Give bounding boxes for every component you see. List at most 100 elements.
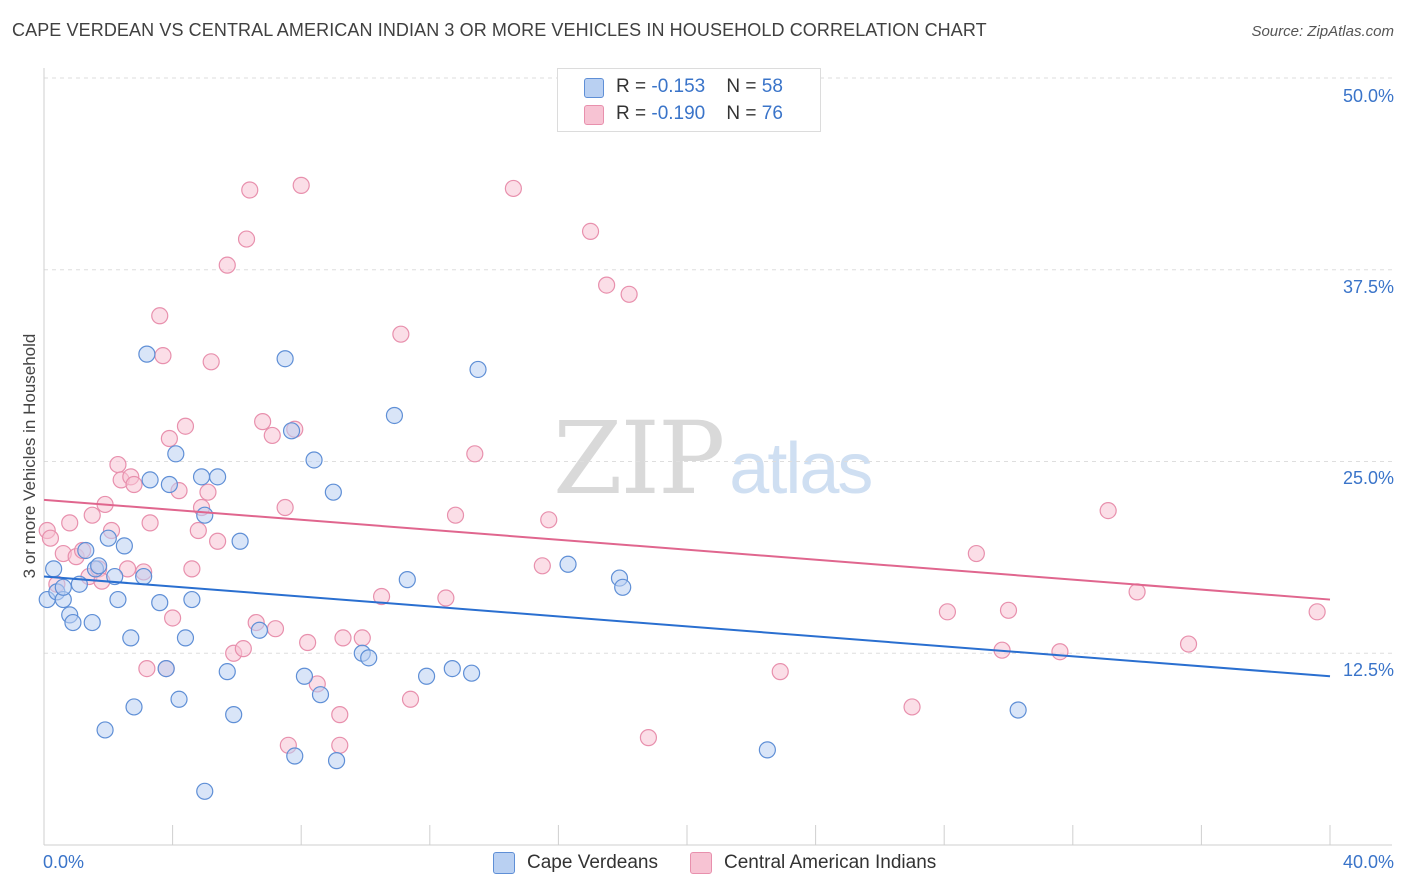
legend-swatch-central-american-indians bbox=[690, 852, 712, 874]
data-point-cape-verdean bbox=[99, 529, 117, 547]
data-point-central-american-indian bbox=[372, 587, 391, 606]
data-point-cape-verdean bbox=[192, 468, 211, 486]
y-tick-label-50: 50.0% bbox=[1342, 86, 1394, 106]
data-point-central-american-indian bbox=[437, 589, 455, 607]
data-point-cape-verdean bbox=[398, 571, 416, 589]
data-point-cape-verdean bbox=[109, 590, 127, 609]
data-point-cape-verdean bbox=[160, 475, 178, 494]
data-point-cape-verdean bbox=[758, 741, 776, 759]
trend-line-cape-verdeans bbox=[43, 575, 1331, 678]
y-tick-label-12-5: 12.5% bbox=[1342, 660, 1394, 680]
data-point-central-american-indian bbox=[1308, 603, 1326, 621]
data-point-cape-verdean bbox=[218, 663, 236, 681]
data-point-central-american-indian bbox=[1051, 643, 1069, 661]
data-point-central-american-indian bbox=[620, 285, 638, 303]
data-point-cape-verdean bbox=[311, 686, 330, 704]
data-point-cape-verdean bbox=[45, 560, 63, 578]
data-point-cape-verdean bbox=[462, 664, 481, 682]
data-point-cape-verdean bbox=[170, 690, 188, 708]
data-point-cape-verdean bbox=[225, 706, 243, 724]
legend-swatch-pink bbox=[584, 105, 604, 125]
y-tick-label-37-5: 37.5% bbox=[1342, 277, 1394, 297]
data-point-central-american-indian bbox=[160, 429, 178, 448]
data-point-central-american-indian bbox=[292, 176, 310, 194]
data-point-cape-verdean bbox=[324, 483, 342, 501]
data-point-cape-verdean bbox=[209, 468, 227, 486]
legend-swatch-blue bbox=[584, 78, 604, 98]
x-tick-label-max: 40.0% bbox=[1342, 852, 1394, 872]
data-point-central-american-indian bbox=[109, 455, 127, 474]
data-point-central-american-indian bbox=[141, 514, 159, 532]
data-point-cape-verdean bbox=[183, 590, 201, 609]
data-point-central-american-indian bbox=[299, 633, 317, 652]
data-point-central-american-indian bbox=[1128, 583, 1146, 601]
legend-n-value: 76 bbox=[761, 103, 783, 124]
data-point-central-american-indian bbox=[218, 256, 236, 274]
data-point-central-american-indian bbox=[234, 640, 252, 658]
data-point-cape-verdean bbox=[196, 782, 214, 800]
data-point-cape-verdean bbox=[138, 345, 156, 363]
data-point-central-american-indian bbox=[276, 498, 294, 517]
stats-legend: R = -0.153 N = 58 R = -0.190 N = 76 bbox=[557, 68, 821, 132]
data-point-central-american-indian bbox=[189, 521, 207, 540]
legend-label-cape-verdeans: Cape Verdeans bbox=[527, 852, 658, 873]
data-point-cape-verdean bbox=[282, 422, 301, 440]
data-point-cape-verdean bbox=[96, 721, 114, 739]
legend-item-central-american-indians[interactable]: Central American Indians bbox=[690, 852, 936, 874]
data-point-central-american-indian bbox=[41, 529, 60, 547]
watermark-atlas: atlas bbox=[729, 429, 873, 509]
data-point-central-american-indian bbox=[202, 353, 220, 371]
data-point-cape-verdean bbox=[64, 613, 82, 632]
data-point-central-american-indian bbox=[504, 179, 522, 198]
data-point-cape-verdean bbox=[443, 659, 461, 678]
data-point-cape-verdean bbox=[135, 567, 153, 586]
data-point-central-american-indian bbox=[263, 426, 281, 445]
data-point-central-american-indian bbox=[241, 181, 259, 199]
legend-swatch-cape-verdeans bbox=[493, 852, 515, 874]
data-point-cape-verdean bbox=[54, 578, 72, 596]
data-point-central-american-indian bbox=[771, 663, 789, 681]
data-point-cape-verdean bbox=[83, 613, 101, 632]
data-point-cape-verdean bbox=[151, 594, 169, 612]
legend-n-label: N = bbox=[726, 76, 762, 97]
legend-label-central-american-indians: Central American Indians bbox=[724, 852, 937, 873]
data-point-central-american-indian bbox=[967, 544, 985, 563]
legend-r-value: -0.190 bbox=[651, 103, 706, 124]
data-point-central-american-indian bbox=[118, 560, 137, 578]
data-point-central-american-indian bbox=[254, 413, 272, 431]
legend-item-cape-verdeans[interactable]: Cape Verdeans bbox=[493, 852, 658, 874]
data-point-central-american-indian bbox=[938, 603, 957, 621]
data-point-central-american-indian bbox=[540, 511, 558, 529]
data-point-central-american-indian bbox=[164, 609, 182, 627]
legend-r-label: R = bbox=[616, 103, 652, 124]
data-point-central-american-indian bbox=[151, 307, 169, 325]
legend-row-pink: R = -0.190 N = 76 bbox=[616, 101, 783, 127]
data-point-cape-verdean bbox=[167, 445, 185, 463]
data-point-cape-verdean bbox=[157, 659, 175, 678]
data-point-central-american-indian bbox=[639, 729, 658, 747]
data-point-cape-verdean bbox=[276, 350, 294, 368]
data-point-central-american-indian bbox=[138, 659, 156, 678]
series-legend: Cape Verdeans Central American Indians bbox=[0, 852, 1406, 878]
legend-row-blue: R = -0.153 N = 58 bbox=[616, 74, 783, 100]
data-point-central-american-indian bbox=[176, 417, 195, 435]
watermark-zip: ZIP bbox=[553, 400, 725, 517]
data-point-central-american-indian bbox=[334, 629, 352, 647]
data-point-central-american-indian bbox=[401, 690, 420, 708]
data-point-cape-verdean bbox=[295, 667, 314, 685]
data-point-central-american-indian bbox=[209, 532, 227, 550]
data-point-central-american-indian bbox=[125, 475, 143, 494]
data-point-central-american-indian bbox=[61, 514, 79, 532]
data-point-central-american-indian bbox=[466, 445, 484, 463]
data-point-central-american-indian bbox=[1099, 501, 1117, 520]
data-point-central-american-indian bbox=[154, 347, 172, 365]
data-point-central-american-indian bbox=[331, 736, 349, 754]
y-tick-label-25: 25.0% bbox=[1342, 468, 1394, 488]
chart-title: CAPE VERDEAN VS CENTRAL AMERICAN INDIAN … bbox=[12, 20, 987, 40]
data-point-cape-verdean bbox=[90, 557, 108, 575]
data-point-central-american-indian bbox=[533, 557, 551, 575]
data-point-cape-verdean bbox=[559, 555, 577, 573]
data-point-central-american-indian bbox=[999, 601, 1018, 619]
watermark: ZIPatlas bbox=[553, 400, 873, 517]
data-point-central-american-indian bbox=[331, 706, 349, 724]
